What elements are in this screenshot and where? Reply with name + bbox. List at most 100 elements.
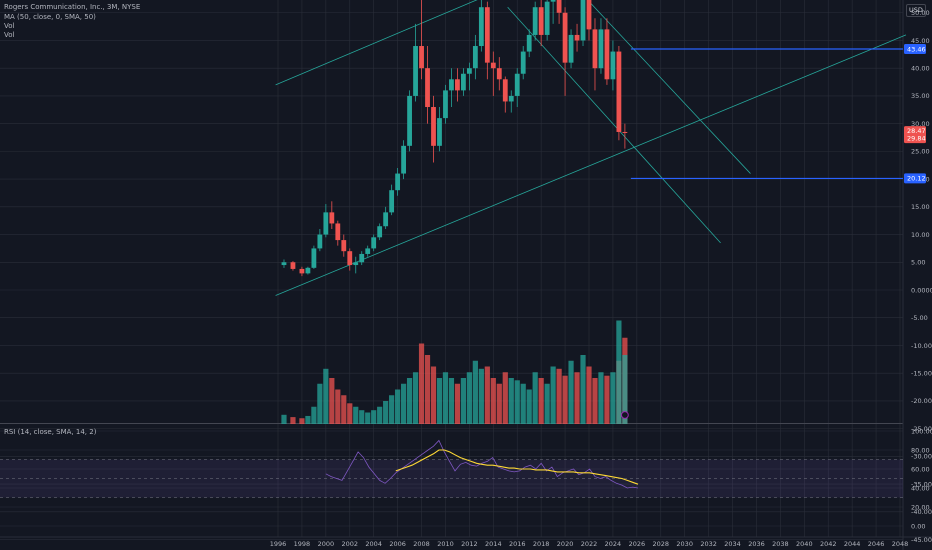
volume-bar <box>424 355 431 424</box>
candle-body <box>359 253 365 263</box>
rsi-background-band <box>0 459 903 498</box>
volume-bar <box>490 378 496 424</box>
year-tick-label: 2044 <box>844 540 861 548</box>
candle-body <box>472 46 478 69</box>
candle-body <box>598 29 604 69</box>
candle-body <box>281 262 287 266</box>
year-tick-label: 1996 <box>270 540 287 548</box>
year-tick-label: 2018 <box>533 540 550 548</box>
candle-body <box>616 51 622 132</box>
volume-bar <box>290 417 296 424</box>
volume-bar <box>502 372 508 424</box>
candle-body <box>502 79 508 102</box>
volume-bar <box>305 415 311 424</box>
price-tick-label: -10.00 <box>911 342 932 350</box>
candle-body <box>377 226 383 238</box>
volume-bar <box>454 383 461 424</box>
volume-bar <box>550 366 556 424</box>
price-tick-label: -20.00 <box>911 397 932 405</box>
price-tick-label: 10.00 <box>911 231 930 239</box>
trendline <box>587 0 751 174</box>
year-tick-label: 2046 <box>868 540 885 548</box>
volume-bar <box>448 378 455 424</box>
ma-indicator-label[interactable]: MA (50, close, 0, SMA, 50) <box>4 13 96 21</box>
candle-body <box>574 34 580 41</box>
trendline <box>507 6 721 244</box>
volume-bar <box>574 372 580 424</box>
candle-body <box>335 223 341 241</box>
year-tick-label: 2042 <box>820 540 837 548</box>
candle-body <box>514 73 520 96</box>
volume-bar <box>442 372 449 424</box>
volume-bar <box>616 320 622 424</box>
currency-button[interactable]: USD <box>906 4 926 17</box>
candle-body <box>562 12 568 63</box>
volume-bar <box>395 389 401 424</box>
price-tick-label: -15.00 <box>911 369 932 377</box>
candle-body <box>365 248 371 254</box>
rsi-tick-label: 40.00 <box>911 484 930 492</box>
candle-body <box>490 62 496 69</box>
price-tick-label: 35.00 <box>911 92 930 100</box>
volume-bars <box>281 320 628 424</box>
candle-body <box>532 7 538 35</box>
candle-body <box>461 73 466 91</box>
candle-body <box>431 107 436 146</box>
volume-bar <box>532 372 538 424</box>
candle-body <box>622 131 628 133</box>
candle-body <box>604 29 610 80</box>
candle-body <box>580 0 586 41</box>
candle-body <box>466 68 472 74</box>
year-tick-label: 1998 <box>294 540 311 548</box>
year-tick-label: 2024 <box>605 540 622 548</box>
volume-indicator-label-2[interactable]: Vol <box>4 31 15 39</box>
year-tick-label: 2028 <box>652 540 669 548</box>
volume-indicator-label-1[interactable]: Vol <box>4 22 15 30</box>
volume-bar <box>604 375 610 424</box>
current-price-tag-bg <box>904 126 926 144</box>
candle-body <box>305 267 311 274</box>
year-tick-label: 2010 <box>437 540 454 548</box>
volume-bar <box>389 395 395 424</box>
rsi-indicator-label[interactable]: RSI (14, close, SMA, 14, 2) <box>4 428 97 436</box>
candle-body <box>389 190 395 213</box>
rsi-tick-label: 80.00 <box>911 446 930 454</box>
volume-bar <box>371 410 377 424</box>
candle-body <box>544 1 550 35</box>
price-tick-label: -25.00 <box>911 425 932 433</box>
candle-body <box>353 262 359 266</box>
year-tick-label: 2002 <box>341 540 358 548</box>
lower-level-tag: 20.12 <box>907 175 926 183</box>
rsi-ma-line <box>395 449 639 485</box>
trendline <box>275 0 478 86</box>
volume-bar <box>281 414 287 424</box>
volume-bar <box>299 418 305 424</box>
volume-bar <box>412 372 419 424</box>
event-marker-icon <box>620 411 629 419</box>
candle-body <box>586 0 592 30</box>
volume-bar <box>377 406 383 424</box>
price-tick-label: 50.00 <box>911 9 930 17</box>
candle-body <box>425 68 430 108</box>
candle-body <box>311 248 317 268</box>
rsi-tick-label: 20.00 <box>911 503 930 511</box>
volume-bar <box>562 375 568 424</box>
volume-bar <box>311 406 317 424</box>
volume-bar <box>580 355 586 424</box>
volume-bar <box>329 378 335 424</box>
trendlines[interactable] <box>275 0 907 296</box>
volume-bar <box>556 368 562 424</box>
horizontal-levels[interactable] <box>630 48 903 180</box>
volume-bar <box>508 378 514 424</box>
volume-bar <box>598 372 604 424</box>
candle-body <box>610 51 616 80</box>
candle-body <box>323 212 329 235</box>
year-tick-label: 2032 <box>700 540 717 548</box>
year-tick-label: 2030 <box>676 540 693 548</box>
rsi-tick-label: 0.00 <box>911 522 925 530</box>
bar-countdown-tag: 29.84 <box>907 135 926 143</box>
year-tick-label: 2022 <box>581 540 598 548</box>
year-tick-label: 2038 <box>772 540 789 548</box>
